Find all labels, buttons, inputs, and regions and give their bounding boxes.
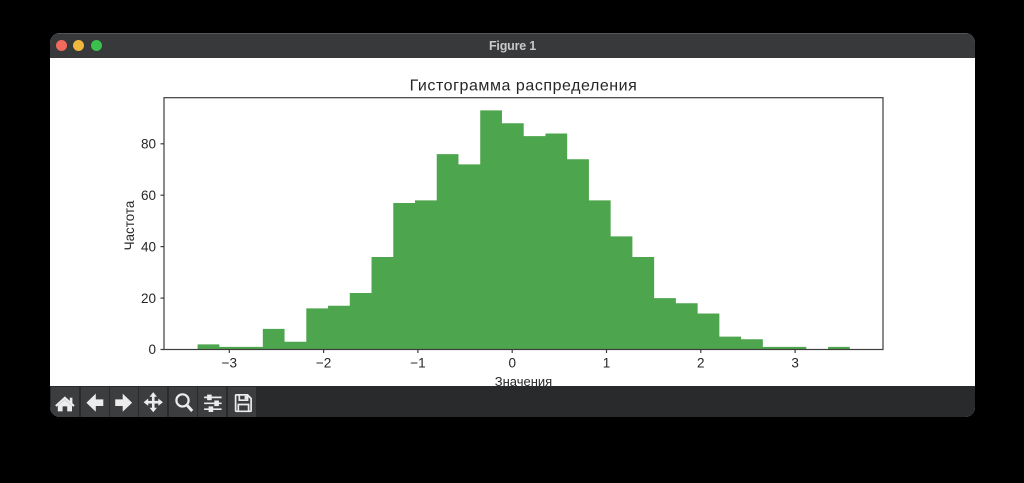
svg-text:−2: −2 — [316, 356, 331, 371]
svg-text:1: 1 — [603, 356, 611, 371]
svg-text:Частота: Частота — [122, 200, 137, 250]
svg-text:60: 60 — [141, 188, 156, 203]
svg-text:3: 3 — [791, 356, 799, 371]
svg-text:80: 80 — [141, 137, 156, 152]
svg-text:20: 20 — [141, 291, 156, 306]
svg-text:−1: −1 — [410, 356, 425, 371]
svg-text:−3: −3 — [222, 356, 237, 371]
svg-text:2: 2 — [697, 356, 705, 371]
svg-text:Значения: Значения — [495, 374, 552, 386]
svg-text:0: 0 — [148, 342, 156, 357]
svg-text:0: 0 — [508, 356, 516, 371]
svg-text:Гистограмма распределения: Гистограмма распределения — [410, 78, 638, 95]
svg-text:40: 40 — [141, 239, 156, 254]
